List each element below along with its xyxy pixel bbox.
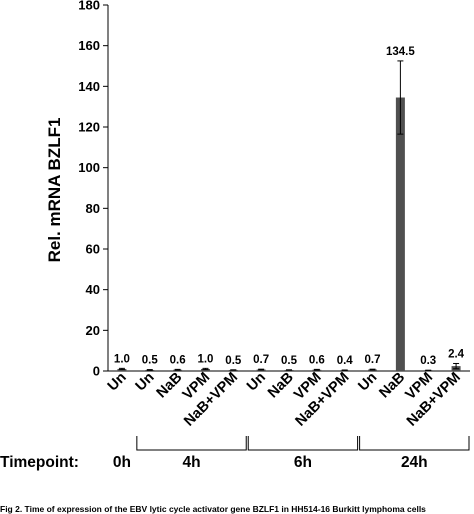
y-tick-label: 20 xyxy=(86,323,100,338)
timepoint-label-value: 6h xyxy=(294,454,312,471)
timepoint-bracket xyxy=(359,436,470,451)
data-label: 0.7 xyxy=(365,354,381,366)
timepoint-label-value: 4h xyxy=(182,454,200,471)
bar xyxy=(395,97,405,372)
data-label: 0.5 xyxy=(142,355,159,367)
data-label: 1.0 xyxy=(197,353,213,365)
y-tick-label: 80 xyxy=(86,201,100,216)
x-tick-label: NaB xyxy=(154,370,186,402)
y-axis-label: Rel. mRNA BZLF1 xyxy=(45,118,64,263)
data-label: 0.3 xyxy=(420,355,436,367)
timepoint-label-value: 24h xyxy=(401,454,428,471)
data-label: 0.6 xyxy=(170,354,186,366)
data-label: 0.5 xyxy=(281,355,298,367)
timepoint-brackets xyxy=(136,436,470,451)
y-tick-label: 40 xyxy=(86,282,100,297)
data-label: 1.0 xyxy=(114,353,130,365)
y-tick-label: 120 xyxy=(78,120,100,135)
y-tick-label: 0 xyxy=(93,364,100,379)
data-label: 0.7 xyxy=(253,354,269,366)
y-tick-label: 100 xyxy=(78,160,100,175)
y-tick-label: 180 xyxy=(78,0,100,13)
y-tick-label: 60 xyxy=(86,242,100,257)
timepoint-bracket xyxy=(136,436,247,451)
axes xyxy=(107,5,470,372)
y-ticks: 0 20 40 60 80 100 120 140 160 180 xyxy=(78,0,108,379)
timepoint-label-value: 0h xyxy=(113,454,131,471)
y-tick-label: 140 xyxy=(78,79,100,94)
value-labels: 1.0 0.5 0.6 1.0 0.5 0.7 0.5 0.6 0.4 0.7 134.5 0.3 2.… xyxy=(114,46,465,367)
figure-caption: Fig 2. Time of expression of the EBV lyt… xyxy=(0,504,426,514)
data-label: 0.5 xyxy=(225,355,242,367)
x-tick-label: NaB xyxy=(376,370,408,402)
y-tick-label: 160 xyxy=(78,38,100,53)
data-label: 0.6 xyxy=(309,354,325,366)
data-label: 2.4 xyxy=(448,348,465,360)
timepoint-label: Timepoint: xyxy=(0,454,79,471)
timepoint-bracket xyxy=(247,436,359,451)
bars xyxy=(117,97,461,372)
error-bars xyxy=(118,60,460,372)
x-tick-label: Un xyxy=(105,370,130,395)
data-label: 0.4 xyxy=(337,355,354,367)
data-label: 134.5 xyxy=(386,46,415,58)
x-tick-label: NaB xyxy=(265,370,297,402)
timepoint-labels: 0h 4h 6h 24h xyxy=(113,454,428,471)
